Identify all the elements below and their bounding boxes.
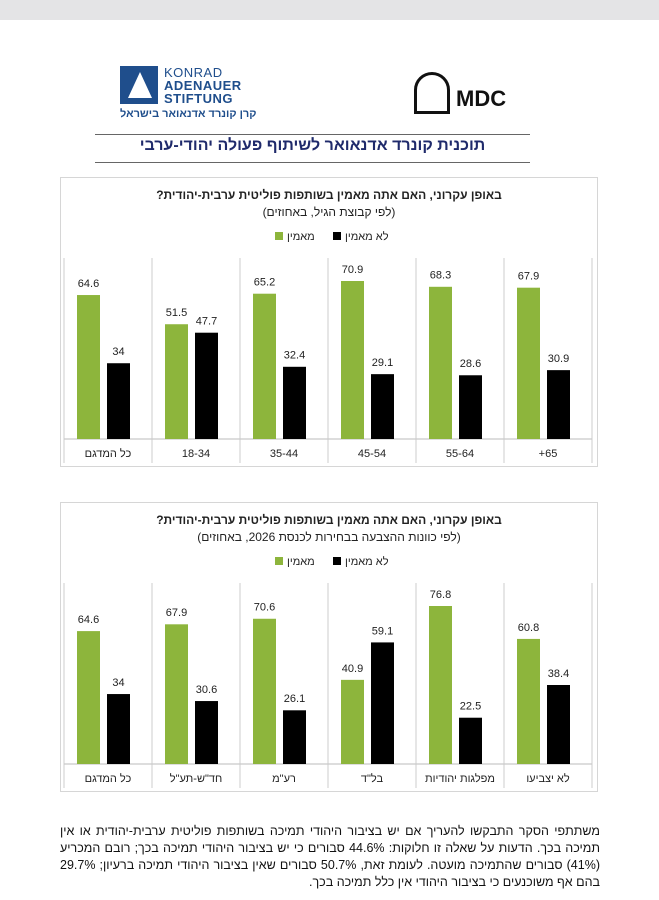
bar [341, 281, 364, 439]
value-label: 65.2 [254, 277, 275, 289]
kas-hebrew: קרן קונרד אדנאואר בישראל [120, 108, 257, 120]
x-tick-label: כל המדגם [85, 447, 132, 460]
legend-label: לא מאמין [345, 555, 389, 568]
bar [195, 701, 218, 764]
bar [195, 332, 218, 439]
value-label: 38.4 [548, 668, 569, 680]
bar [371, 642, 394, 764]
value-label: 59.1 [372, 625, 393, 637]
x-tick-label: מפלגות יהודיות [425, 772, 495, 785]
bar [429, 606, 452, 764]
rule [95, 162, 530, 163]
x-tick-label: כל המדגם [85, 772, 132, 785]
value-label: 76.8 [430, 589, 451, 601]
legend-swatch [275, 557, 283, 565]
x-tick-label: 18-34 [182, 448, 210, 460]
x-tick-label: לא יצביעו [526, 772, 570, 785]
value-label: 67.9 [166, 607, 187, 619]
legend-swatch [275, 232, 283, 240]
x-tick-label: 45-54 [358, 448, 386, 460]
footer-text: משתתפי הסקר התבקשו להעריך אם יש בציבור ה… [60, 824, 600, 889]
bar [459, 375, 482, 439]
bar [253, 618, 276, 764]
kas-line: KONRAD [164, 65, 223, 80]
x-tick-label: רע"מ [272, 773, 296, 785]
value-label: 30.9 [548, 353, 569, 365]
mdc-arch [414, 72, 450, 114]
value-label: 28.6 [460, 358, 481, 370]
bar [371, 374, 394, 439]
bar [107, 363, 130, 439]
bar [517, 638, 540, 764]
legend-label: מאמין [287, 231, 315, 243]
value-label: 51.5 [166, 307, 187, 319]
value-label: 64.6 [78, 614, 99, 626]
bar [547, 370, 570, 439]
kas-line: ADENAUER [164, 78, 242, 93]
bar [253, 293, 276, 439]
value-label: 26.1 [284, 693, 305, 705]
bar [165, 624, 188, 764]
x-tick-label: 55-64 [446, 448, 474, 460]
value-label: 34 [112, 677, 124, 689]
chart-subtitle: (לפי כוונות ההצבעה בבחירות לכנסת 2026, ב… [197, 530, 460, 544]
value-label: 30.6 [196, 684, 217, 696]
legend-label: מאמין [287, 556, 315, 568]
kas-text: KONRAD ADENAUER STIFTUNG [164, 66, 242, 105]
mdc-logo: MDC [414, 68, 507, 118]
bar [283, 366, 306, 439]
bar [517, 287, 540, 439]
value-label: 64.6 [78, 278, 99, 290]
mdc-text: MDC [456, 86, 507, 111]
legend-swatch [333, 557, 341, 565]
bar [547, 685, 570, 764]
value-label: 22.5 [460, 701, 481, 713]
value-label: 47.7 [196, 316, 217, 328]
bar [77, 295, 100, 439]
chart-title: באופן עקרוני, האם אתה מאמין בשותפות פולי… [156, 513, 502, 527]
value-label: 40.9 [342, 663, 363, 675]
chart-box: באופן עקרוני, האם אתה מאמין בשותפות פולי… [60, 177, 598, 467]
value-label: 32.4 [284, 350, 305, 362]
kas-line: STIFTUNG [164, 91, 233, 106]
browser-bar [0, 0, 659, 20]
kas-mark [120, 66, 158, 104]
value-label: 34 [112, 346, 124, 358]
bar [341, 679, 364, 764]
x-tick-label: חד"ש-תע"ל [170, 772, 222, 785]
chart: באופן עקרוני, האם אתה מאמין בשותפות פולי… [63, 513, 593, 788]
value-label: 67.9 [518, 271, 539, 283]
bar [165, 324, 188, 439]
rule [95, 134, 530, 135]
x-tick-label: 35-44 [270, 448, 298, 460]
doc-title: תוכנית קונרד אדנאואר לשיתוף פעולה יהודי-… [139, 137, 486, 154]
kas-logo: KONRAD ADENAUER STIFTUNG קרן קונרד אדנאו… [120, 66, 280, 122]
legend-swatch [333, 232, 341, 240]
chart-subtitle: (לפי קבוצת הגיל, באחוזים) [263, 205, 396, 219]
chart: באופן עקרוני, האם אתה מאמין בשותפות פולי… [63, 188, 593, 463]
x-tick-label: 65+ [539, 448, 558, 460]
chart-title: באופן עקרוני, האם אתה מאמין בשותפות פולי… [156, 188, 502, 202]
value-label: 70.9 [342, 264, 363, 276]
legend-label: לא מאמין [345, 230, 389, 243]
bar [283, 710, 306, 764]
value-label: 29.1 [372, 357, 393, 369]
x-tick-label: בל"ד [361, 772, 384, 785]
value-label: 70.6 [254, 602, 275, 614]
bar [77, 631, 100, 764]
value-label: 60.8 [518, 622, 539, 634]
chart-box: באופן עקרוני, האם אתה מאמין בשותפות פולי… [60, 502, 598, 792]
bar [107, 694, 130, 764]
value-label: 68.3 [430, 270, 451, 282]
bar [429, 286, 452, 439]
bar [459, 717, 482, 764]
